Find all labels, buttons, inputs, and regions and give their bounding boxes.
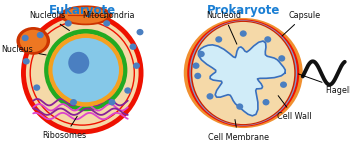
Ellipse shape — [52, 38, 119, 102]
Ellipse shape — [280, 81, 287, 88]
Ellipse shape — [26, 17, 139, 129]
Ellipse shape — [33, 84, 40, 91]
Ellipse shape — [48, 34, 123, 107]
Ellipse shape — [133, 62, 140, 69]
Text: Nucleus: Nucleus — [2, 45, 46, 55]
Ellipse shape — [16, 27, 50, 55]
Ellipse shape — [103, 20, 110, 27]
Ellipse shape — [194, 73, 201, 79]
Ellipse shape — [60, 5, 112, 25]
Text: Prokaryote: Prokaryote — [206, 4, 280, 17]
Ellipse shape — [108, 99, 116, 105]
Ellipse shape — [278, 55, 285, 62]
Ellipse shape — [70, 99, 77, 105]
Ellipse shape — [20, 30, 47, 52]
Ellipse shape — [264, 36, 271, 43]
Ellipse shape — [124, 87, 131, 94]
Text: Cell Wall: Cell Wall — [277, 96, 311, 121]
Ellipse shape — [37, 32, 44, 38]
Ellipse shape — [262, 99, 270, 105]
Ellipse shape — [236, 103, 243, 110]
Ellipse shape — [22, 35, 29, 41]
Ellipse shape — [189, 20, 297, 126]
Ellipse shape — [64, 7, 107, 24]
Text: Nucleolis: Nucleolis — [29, 11, 69, 31]
Text: Flagellum: Flagellum — [298, 74, 350, 95]
Ellipse shape — [21, 12, 144, 134]
Ellipse shape — [192, 22, 294, 124]
Text: Ribosomes: Ribosomes — [43, 116, 87, 140]
Ellipse shape — [206, 93, 214, 100]
Polygon shape — [198, 41, 285, 116]
Text: Cell Membrane: Cell Membrane — [208, 120, 268, 142]
Ellipse shape — [193, 62, 200, 69]
Ellipse shape — [130, 44, 136, 50]
Ellipse shape — [240, 30, 247, 37]
Ellipse shape — [23, 58, 30, 65]
Ellipse shape — [191, 21, 296, 125]
Ellipse shape — [215, 36, 222, 43]
Ellipse shape — [184, 18, 303, 128]
Ellipse shape — [65, 20, 72, 27]
Text: Capsule: Capsule — [282, 11, 321, 36]
Ellipse shape — [198, 51, 205, 57]
Ellipse shape — [187, 19, 299, 127]
Text: Eukaryote: Eukaryote — [49, 4, 116, 17]
Ellipse shape — [136, 29, 144, 35]
Ellipse shape — [68, 52, 89, 74]
Text: Nucleoid: Nucleoid — [206, 11, 242, 44]
Text: Mitochondria: Mitochondria — [82, 11, 135, 20]
